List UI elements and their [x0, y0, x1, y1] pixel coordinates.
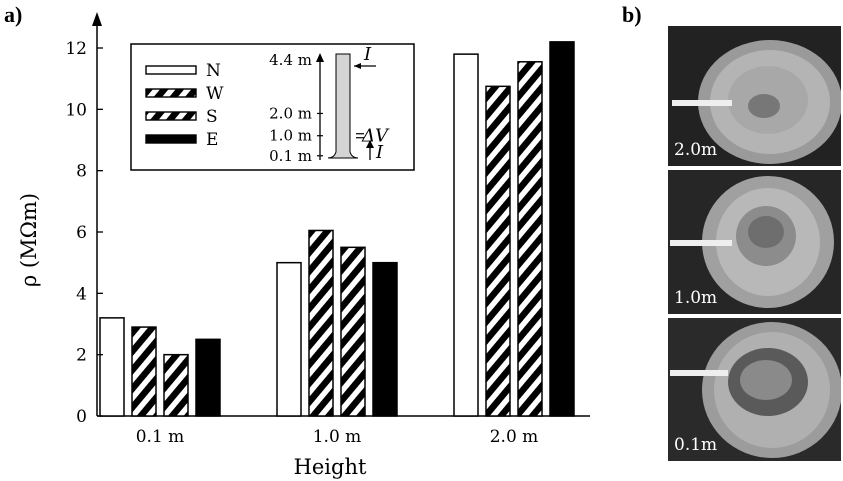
legend-swatch-s: [145, 111, 197, 121]
y-axis-arrow: [92, 12, 102, 26]
bar-n: [99, 317, 125, 417]
y-tick-label: 12: [65, 39, 87, 59]
legend-label-e: E: [206, 130, 218, 150]
inset-current-bottom-label: I: [375, 142, 384, 163]
legend-swatch-n: [145, 65, 197, 75]
y-tick-label: 8: [76, 162, 87, 182]
bar-e: [372, 261, 398, 417]
photo-label-2m: 2.0m: [674, 140, 718, 160]
legend-swatch-w: [145, 88, 197, 98]
inset-current-bottom-head: [366, 140, 374, 148]
bar-s: [163, 353, 189, 417]
photo-label-1m: 1.0m: [674, 288, 718, 308]
x-tick-label: 0.1 m: [136, 427, 185, 447]
legend-label-n: N: [206, 61, 221, 81]
bar-w: [485, 85, 511, 417]
photo-1m: 1.0m: [668, 170, 841, 314]
inset-trunk: [327, 53, 359, 159]
y-tick-label: 6: [76, 223, 87, 243]
inset-height-label: 2.0 m: [269, 104, 312, 122]
bar-w: [131, 326, 157, 417]
y-axis-label: ρ (MΩm): [17, 193, 41, 287]
legend-label-w: W: [206, 84, 224, 104]
panel-a-letter: a): [4, 2, 23, 27]
inset-voltage-label: ΔV: [361, 126, 390, 147]
bar-n: [276, 261, 302, 417]
trunk-slice-1m-image: [668, 170, 841, 314]
bar-w: [308, 229, 334, 417]
inset-current-top-label: I: [363, 44, 372, 65]
trunk-slice-2m-image: [668, 26, 841, 166]
photo-2m: 2.0m: [668, 26, 841, 166]
x-tick-label: 1.0 m: [313, 427, 362, 447]
bar-s: [517, 61, 543, 417]
chart-bars: [99, 41, 575, 417]
y-tick-label: 0: [76, 407, 87, 427]
y-tick-label: 10: [65, 100, 87, 120]
y-tick-label: 4: [76, 284, 87, 304]
bar-e: [195, 338, 221, 417]
x-axis-label: Height: [294, 455, 367, 479]
inset-current-top-head: [354, 63, 361, 69]
legend-label-s: S: [206, 107, 218, 127]
legend-frame: [130, 43, 415, 171]
photo-label-01m: 0.1m: [674, 435, 718, 455]
bar-e: [549, 41, 575, 417]
x-tick-label: 2.0 m: [490, 427, 539, 447]
trunk-slice-01m-image: [668, 318, 841, 461]
photo-01m: 0.1m: [668, 318, 841, 461]
inset-height-label: 1.0 m: [269, 127, 312, 145]
panel-b-letter: b): [622, 2, 642, 27]
legend-swatch-e: [145, 134, 197, 144]
bar-n: [453, 53, 479, 417]
chart-ticks: 0 2 4 6 8 10 12 0.1 m 1.0 m 2.0 m: [65, 39, 538, 447]
y-tick-label: 2: [76, 346, 87, 366]
bar-s: [340, 246, 366, 417]
inset-height-label: 4.4 m: [269, 51, 312, 69]
inset-height-label: 0.1 m: [269, 147, 312, 165]
